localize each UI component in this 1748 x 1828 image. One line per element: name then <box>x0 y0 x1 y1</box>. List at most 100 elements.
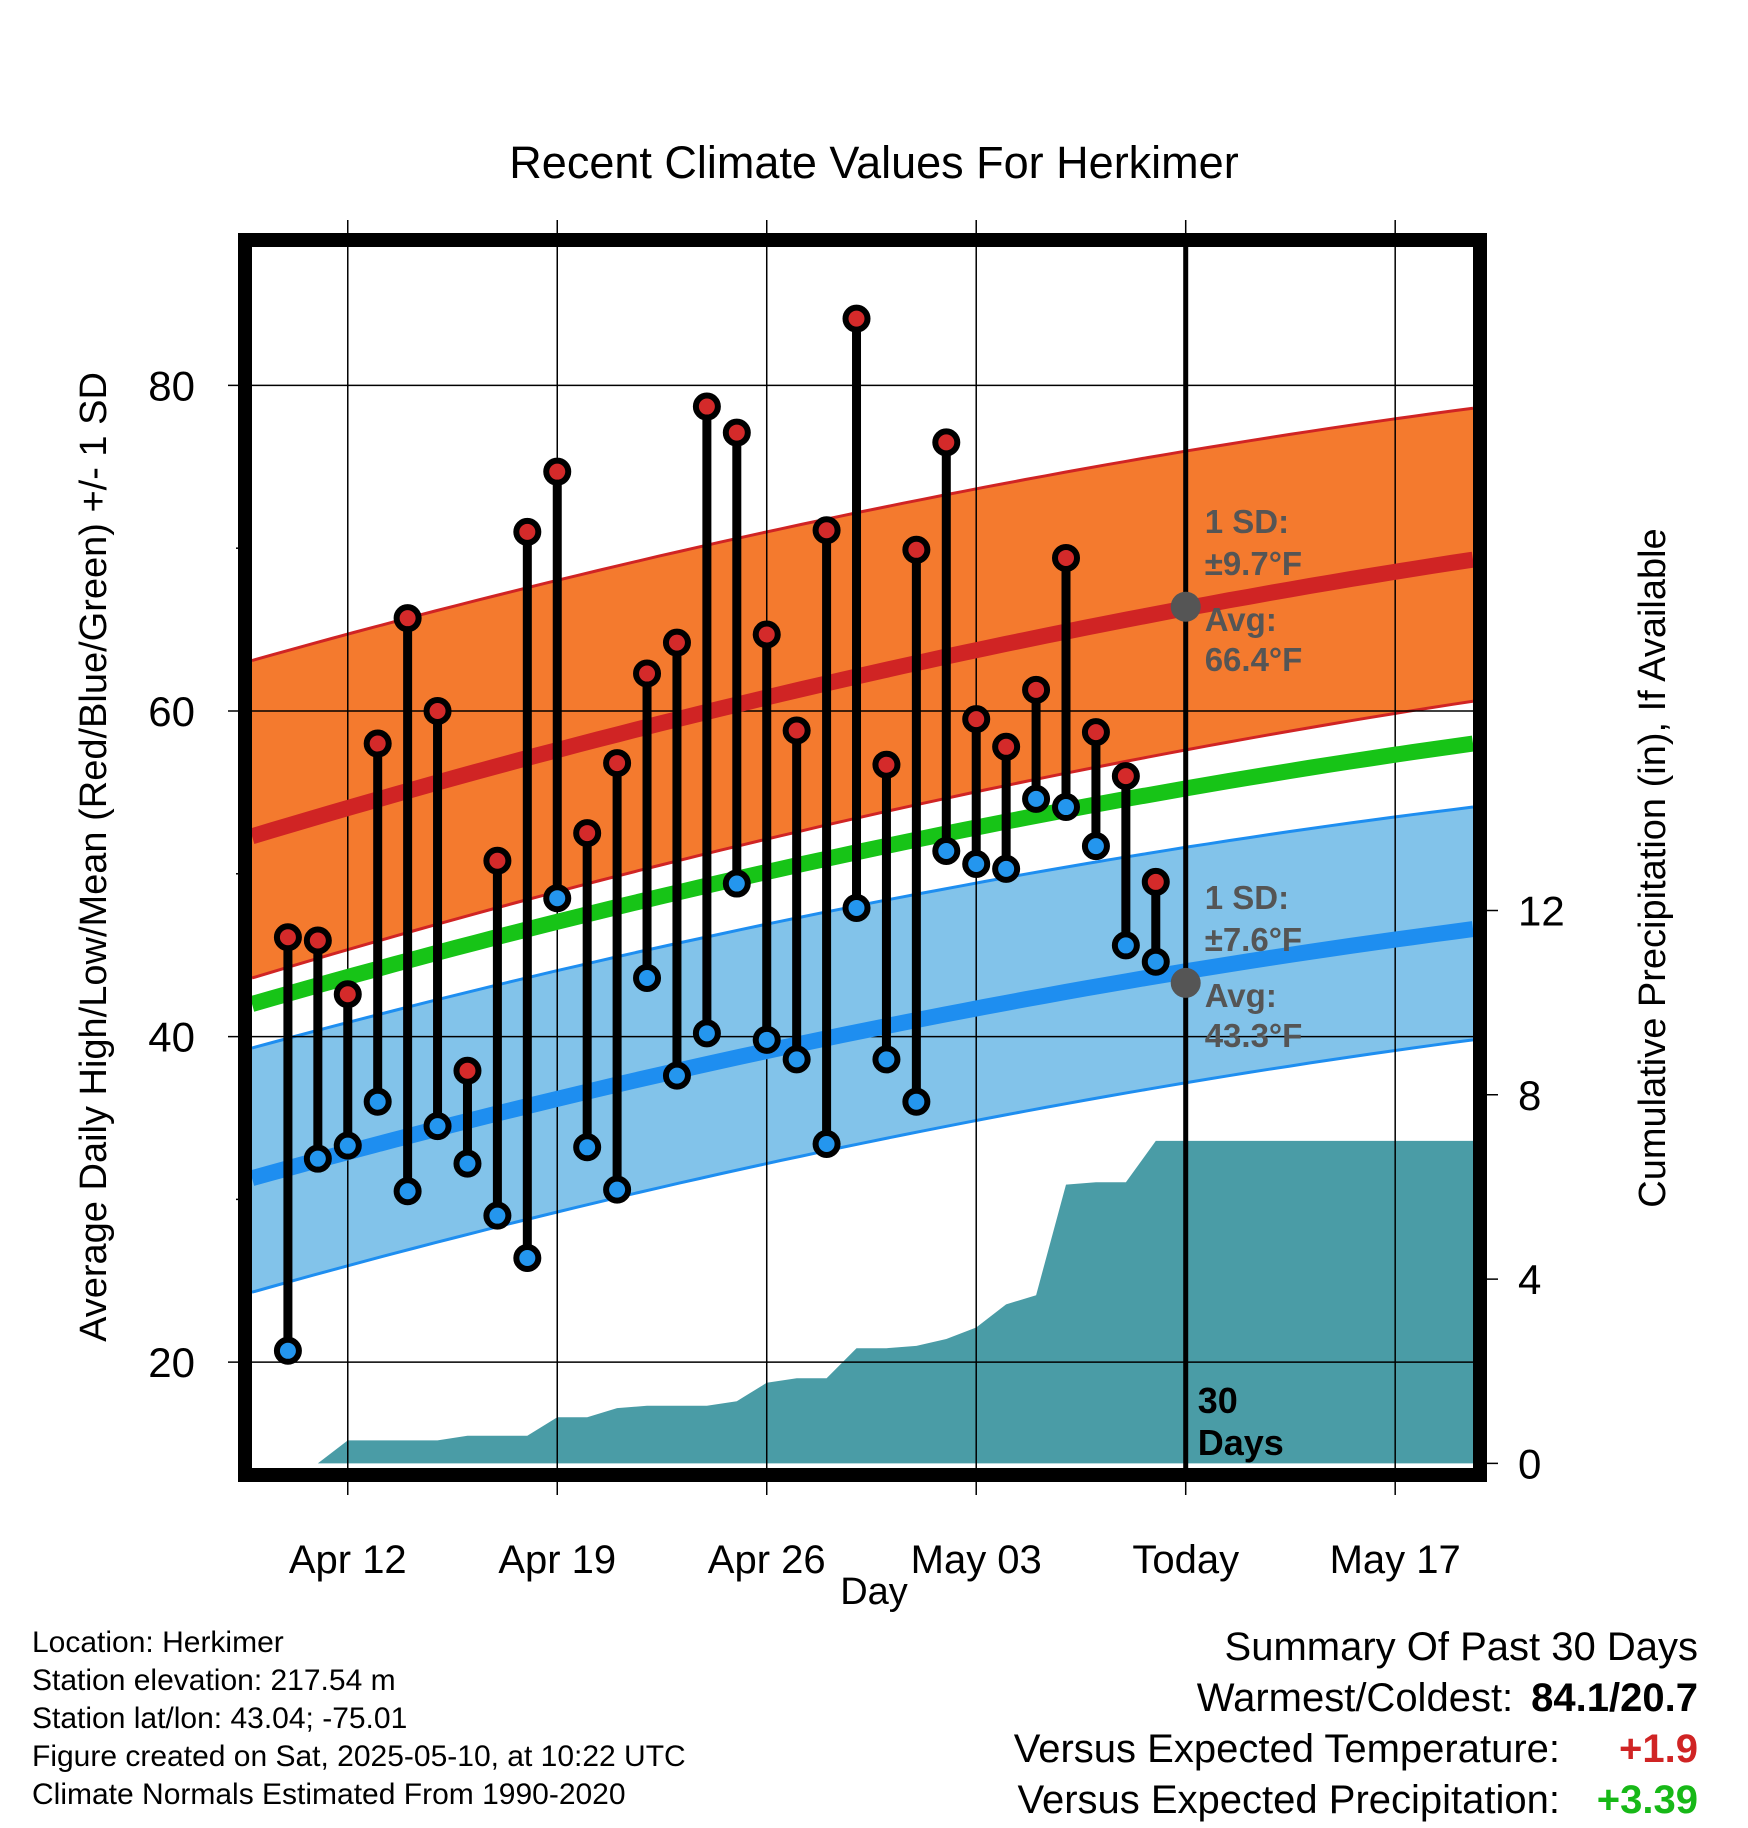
low-avg-label: Avg: <box>1205 977 1277 1014</box>
high-point <box>722 418 751 447</box>
elevation-text: Station elevation: 217.54 m <box>32 1664 396 1697</box>
low-point <box>992 854 1021 883</box>
high-point <box>423 696 452 725</box>
high-point <box>962 705 991 734</box>
low-point <box>872 1045 901 1074</box>
precip-tick-label: 4 <box>1518 1256 1541 1303</box>
x-axis-label: Day <box>840 1571 908 1613</box>
x-tick-label: Apr 19 <box>498 1538 616 1582</box>
days-word-label: Days <box>1198 1422 1284 1463</box>
low-point <box>573 1133 602 1162</box>
low-avg-marker <box>1170 967 1201 998</box>
precip-row: Versus Expected Precipitation: +3.39 <box>1014 1775 1698 1826</box>
days-count-label: 30 <box>1198 1380 1238 1421</box>
plot-frame <box>238 233 1487 1482</box>
temp-row: Versus Expected Temperature: +1.9 <box>1014 1724 1698 1775</box>
low-point <box>902 1087 931 1116</box>
low-point <box>932 836 961 865</box>
temp-tick-label: 60 <box>148 688 195 735</box>
precip-tick-label: 8 <box>1518 1072 1541 1119</box>
precip-area <box>252 1140 1473 1464</box>
normal-low-line <box>252 921 1473 1186</box>
normal-high-line <box>252 551 1473 844</box>
high-sd-label: 1 SD: <box>1205 503 1289 540</box>
high-point <box>1111 762 1140 791</box>
high-point <box>453 1056 482 1085</box>
low-point <box>782 1045 811 1074</box>
chart-title: Recent Climate Values For Herkimer <box>509 137 1238 188</box>
low-point <box>1141 947 1170 976</box>
precip-value: +3.39 <box>1596 1778 1698 1822</box>
warm-cold-row: Warmest/Coldest: 84.1/20.7 <box>1014 1673 1698 1724</box>
temp-tick-label: 20 <box>148 1339 195 1386</box>
high-band-lower-edge <box>252 699 1473 980</box>
created-text: Figure created on Sat, 2025-05-10, at 10… <box>32 1740 686 1773</box>
x-tick-label: Apr 26 <box>708 1538 826 1582</box>
low-sd-label: 1 SD: <box>1205 879 1289 916</box>
normal-mean-line <box>252 735 1473 1012</box>
high-avg-value: 66.4°F <box>1205 641 1303 678</box>
low-point <box>752 1025 781 1054</box>
high-point <box>303 926 332 955</box>
summary-panel: Summary Of Past 30 Days Warmest/Coldest:… <box>1014 1622 1698 1826</box>
low-point <box>543 884 572 913</box>
low-point <box>303 1144 332 1173</box>
x-tick-label: May 03 <box>911 1538 1042 1582</box>
temp-label: Versus Expected Temperature: <box>1013 1727 1560 1771</box>
x-tick-label: Today <box>1132 1538 1239 1582</box>
high-point <box>543 457 572 486</box>
low-point <box>363 1087 392 1116</box>
x-tick-label: Apr 12 <box>289 1538 407 1582</box>
x-tick-label: May 17 <box>1330 1538 1461 1582</box>
temp-tick-label: 40 <box>148 1014 195 1061</box>
high-point <box>872 750 901 779</box>
warm-cold-value: 84.1/20.7 <box>1531 1676 1698 1720</box>
warm-cold-label: Warmest/Coldest: <box>1196 1676 1514 1720</box>
high-point <box>662 628 691 657</box>
high-point <box>842 304 871 333</box>
low-point <box>393 1177 422 1206</box>
temp-value: +1.9 <box>1619 1727 1698 1771</box>
high-avg-marker <box>1170 591 1201 622</box>
precip-tick-label: 12 <box>1518 887 1565 934</box>
low-point <box>1111 931 1140 960</box>
precip-tick-label: 0 <box>1518 1440 1541 1487</box>
low-point <box>423 1112 452 1141</box>
high-band-upper-edge <box>252 406 1473 662</box>
high-point <box>1141 867 1170 896</box>
low-point <box>633 963 662 992</box>
low-point <box>1052 793 1080 822</box>
high-point <box>932 428 961 457</box>
normals-text: Climate Normals Estimated From 1990-2020 <box>32 1778 626 1811</box>
low-point <box>812 1130 841 1159</box>
low-point <box>842 893 871 922</box>
high-point <box>752 620 781 649</box>
low-point <box>453 1149 482 1178</box>
low-point <box>483 1201 512 1230</box>
low-point <box>1022 784 1051 813</box>
summary-heading: Summary Of Past 30 Days <box>1224 1625 1698 1669</box>
high-point <box>483 846 512 875</box>
high-point <box>1081 718 1110 747</box>
low-point <box>273 1336 302 1365</box>
high-point <box>273 923 302 952</box>
low-point <box>1081 832 1110 861</box>
high-point <box>393 604 422 633</box>
high-point <box>363 729 392 758</box>
high-point <box>782 716 811 745</box>
climate-chart: Recent Climate Values For Herkimer 1 SD: ±… <box>73 137 1674 1613</box>
high-point <box>603 749 632 778</box>
low-point <box>722 869 751 898</box>
left-axis-label: Average Daily High/Low/Mean (Red/Blue/Gr… <box>73 372 115 1342</box>
latlon-text: Station lat/lon: 43.04; -75.01 <box>32 1702 408 1735</box>
location-text: Location: Herkimer <box>32 1626 284 1659</box>
low-band-lower-edge <box>252 1038 1473 1294</box>
right-axis-label: Cumulative Precipitation (in), If Availa… <box>1632 528 1674 1207</box>
low-point <box>513 1243 542 1272</box>
low-avg-value: 43.3°F <box>1205 1017 1303 1054</box>
high-point <box>513 517 542 546</box>
high-sd-value: ±9.7°F <box>1205 545 1302 582</box>
high-avg-label: Avg: <box>1205 601 1277 638</box>
high-point <box>1052 543 1080 572</box>
